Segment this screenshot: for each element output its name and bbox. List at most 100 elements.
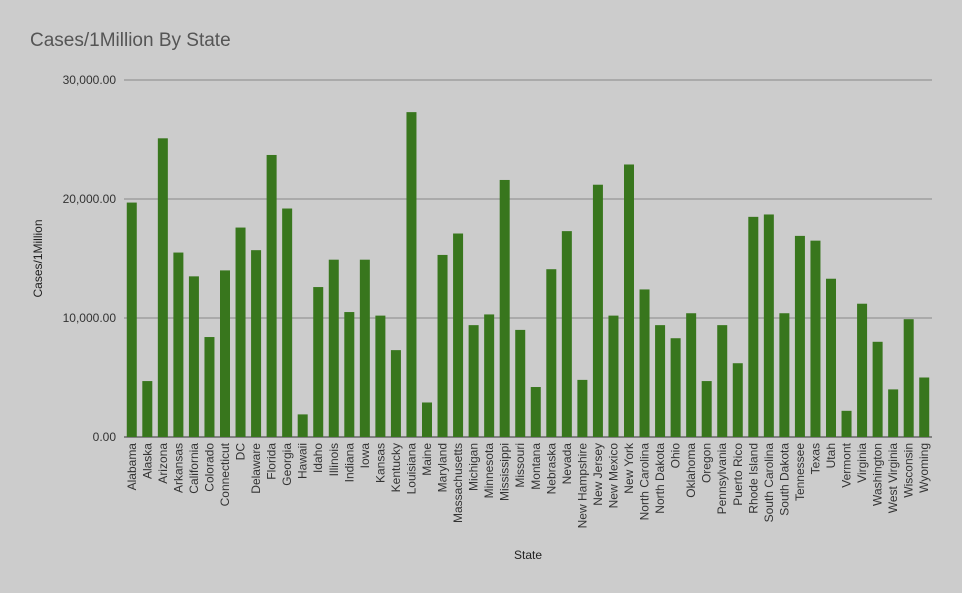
bar — [406, 112, 417, 437]
y-axis-title: Cases/1Million — [31, 219, 45, 297]
x-tick-label: Alabama — [125, 443, 139, 491]
x-axis-title: State — [514, 548, 542, 562]
x-tick-label: South Carolina — [762, 443, 776, 523]
bar — [686, 313, 697, 437]
x-tick-label: Nebraska — [544, 443, 558, 495]
x-tick-label: Nevada — [560, 443, 574, 485]
x-tick-label: Arizona — [156, 443, 170, 484]
bar — [235, 227, 246, 437]
bar — [701, 381, 712, 437]
bar — [577, 379, 588, 437]
x-tick-label: Kansas — [373, 443, 387, 483]
y-tick-labels: 0.00 10,000.00 20,000.00 30,000.00 — [63, 73, 117, 444]
x-tick-label: New Jersey — [591, 443, 605, 506]
x-tick-label: Illinois — [327, 443, 341, 476]
x-tick-label: Kentucky — [389, 443, 403, 492]
bar — [748, 216, 759, 437]
bar — [468, 325, 479, 437]
bar — [157, 138, 168, 437]
bar — [313, 287, 324, 437]
x-tick-label: Massachusetts — [451, 443, 465, 523]
bar — [282, 208, 293, 437]
x-tick-label: Washington — [871, 443, 885, 506]
x-tick-label: Wyoming — [917, 443, 931, 493]
bar — [872, 341, 883, 437]
x-tick-label: Indiana — [342, 443, 356, 483]
chart-title: Cases/1Million By State — [30, 30, 231, 51]
x-tick-label: West Virginia — [886, 443, 900, 514]
x-tick-label: South Dakota — [777, 443, 791, 516]
bar — [251, 250, 262, 437]
bar — [515, 329, 526, 437]
x-tick-label: New Hampshire — [575, 443, 589, 529]
y-tick-label: 20,000.00 — [63, 192, 117, 206]
x-tick-labels: Alabama Alaska Arizona Arkansas California Co… — [125, 442, 931, 528]
x-tick-label: Florida — [265, 443, 279, 480]
x-tick-label: Missouri — [513, 443, 527, 488]
x-tick-label: North Carolina — [638, 443, 652, 521]
bar — [188, 276, 199, 437]
x-tick-label: Iowa — [358, 443, 372, 469]
x-tick-label: Rhode Island — [746, 443, 760, 514]
bar — [390, 350, 401, 437]
bars — [126, 112, 930, 438]
y-tick-label: 0.00 — [93, 430, 117, 444]
bar — [422, 402, 432, 437]
x-tick-label: Pennsylvania — [715, 443, 729, 515]
x-tick-label: Utah — [824, 443, 838, 468]
x-tick-label: California — [187, 443, 201, 494]
bar — [857, 303, 868, 437]
bar — [266, 154, 277, 437]
bar — [546, 269, 557, 437]
x-tick-label: Delaware — [249, 443, 263, 494]
bar — [732, 363, 743, 437]
x-tick-label: Texas — [808, 443, 822, 474]
bar — [375, 315, 386, 437]
bar — [142, 381, 153, 437]
bar — [173, 252, 184, 437]
x-tick-label: Mississippi — [498, 443, 512, 501]
bar — [328, 259, 339, 437]
bar — [763, 214, 774, 437]
x-tick-label: Tennessee — [793, 443, 807, 501]
x-tick-label: Maryland — [436, 443, 450, 492]
bar — [919, 377, 930, 437]
x-tick-label: Montana — [529, 443, 543, 490]
y-tick-label: 10,000.00 — [63, 311, 117, 325]
x-tick-label: New Mexico — [606, 443, 620, 509]
bar — [903, 319, 914, 437]
x-tick-label: Colorado — [202, 443, 216, 492]
bar — [126, 202, 137, 437]
bar — [624, 164, 634, 438]
bar — [717, 325, 728, 437]
bar — [841, 410, 852, 437]
x-tick-label: Ohio — [669, 443, 683, 469]
x-tick-label: Idaho — [311, 443, 325, 473]
bar — [608, 315, 619, 437]
x-tick-label: Connecticut — [218, 442, 232, 506]
bar — [810, 240, 821, 437]
bar — [297, 414, 308, 437]
x-tick-label: Maine — [420, 443, 434, 476]
x-tick-label: Georgia — [280, 443, 294, 486]
bar — [359, 259, 370, 437]
bar — [453, 233, 464, 437]
x-tick-label: DC — [234, 443, 248, 461]
x-tick-label: Arkansas — [171, 443, 185, 493]
x-tick-label: Wisconsin — [902, 443, 916, 498]
bar — [437, 254, 448, 437]
y-tick-label: 30,000.00 — [63, 73, 117, 87]
bar — [561, 231, 572, 437]
x-tick-label: Virginia — [855, 443, 869, 483]
bar — [484, 314, 495, 437]
bar — [655, 325, 666, 437]
x-tick-label: Puerto Rico — [731, 443, 745, 506]
bar — [639, 289, 650, 437]
bar — [779, 313, 790, 437]
bar — [670, 338, 681, 437]
bar — [530, 387, 541, 437]
bar — [220, 270, 230, 437]
x-tick-label: Vermont — [840, 442, 854, 487]
